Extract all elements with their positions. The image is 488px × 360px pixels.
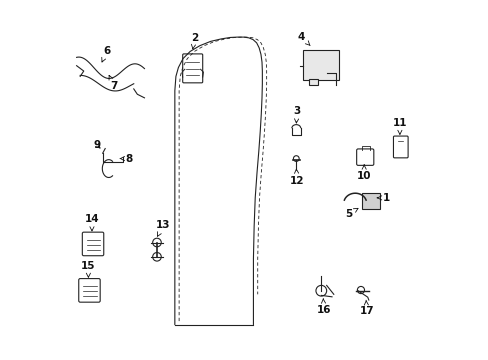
Text: 14: 14 <box>84 214 99 231</box>
Text: 7: 7 <box>109 75 118 91</box>
Text: 17: 17 <box>359 300 373 316</box>
Bar <box>308 79 317 85</box>
Text: 16: 16 <box>316 299 330 315</box>
Text: 11: 11 <box>392 118 407 134</box>
Text: 6: 6 <box>102 46 110 62</box>
Text: 2: 2 <box>190 33 198 49</box>
Text: 12: 12 <box>289 169 304 186</box>
Text: 5: 5 <box>345 208 357 219</box>
Text: 9: 9 <box>93 140 101 150</box>
Text: 3: 3 <box>293 106 300 123</box>
Text: 1: 1 <box>377 193 389 203</box>
Text: 8: 8 <box>120 154 132 163</box>
Text: 10: 10 <box>356 165 371 181</box>
Text: 15: 15 <box>81 261 96 277</box>
Bar <box>303 50 339 80</box>
Text: 4: 4 <box>297 32 309 46</box>
Text: 13: 13 <box>156 220 170 236</box>
Bar <box>362 193 379 209</box>
